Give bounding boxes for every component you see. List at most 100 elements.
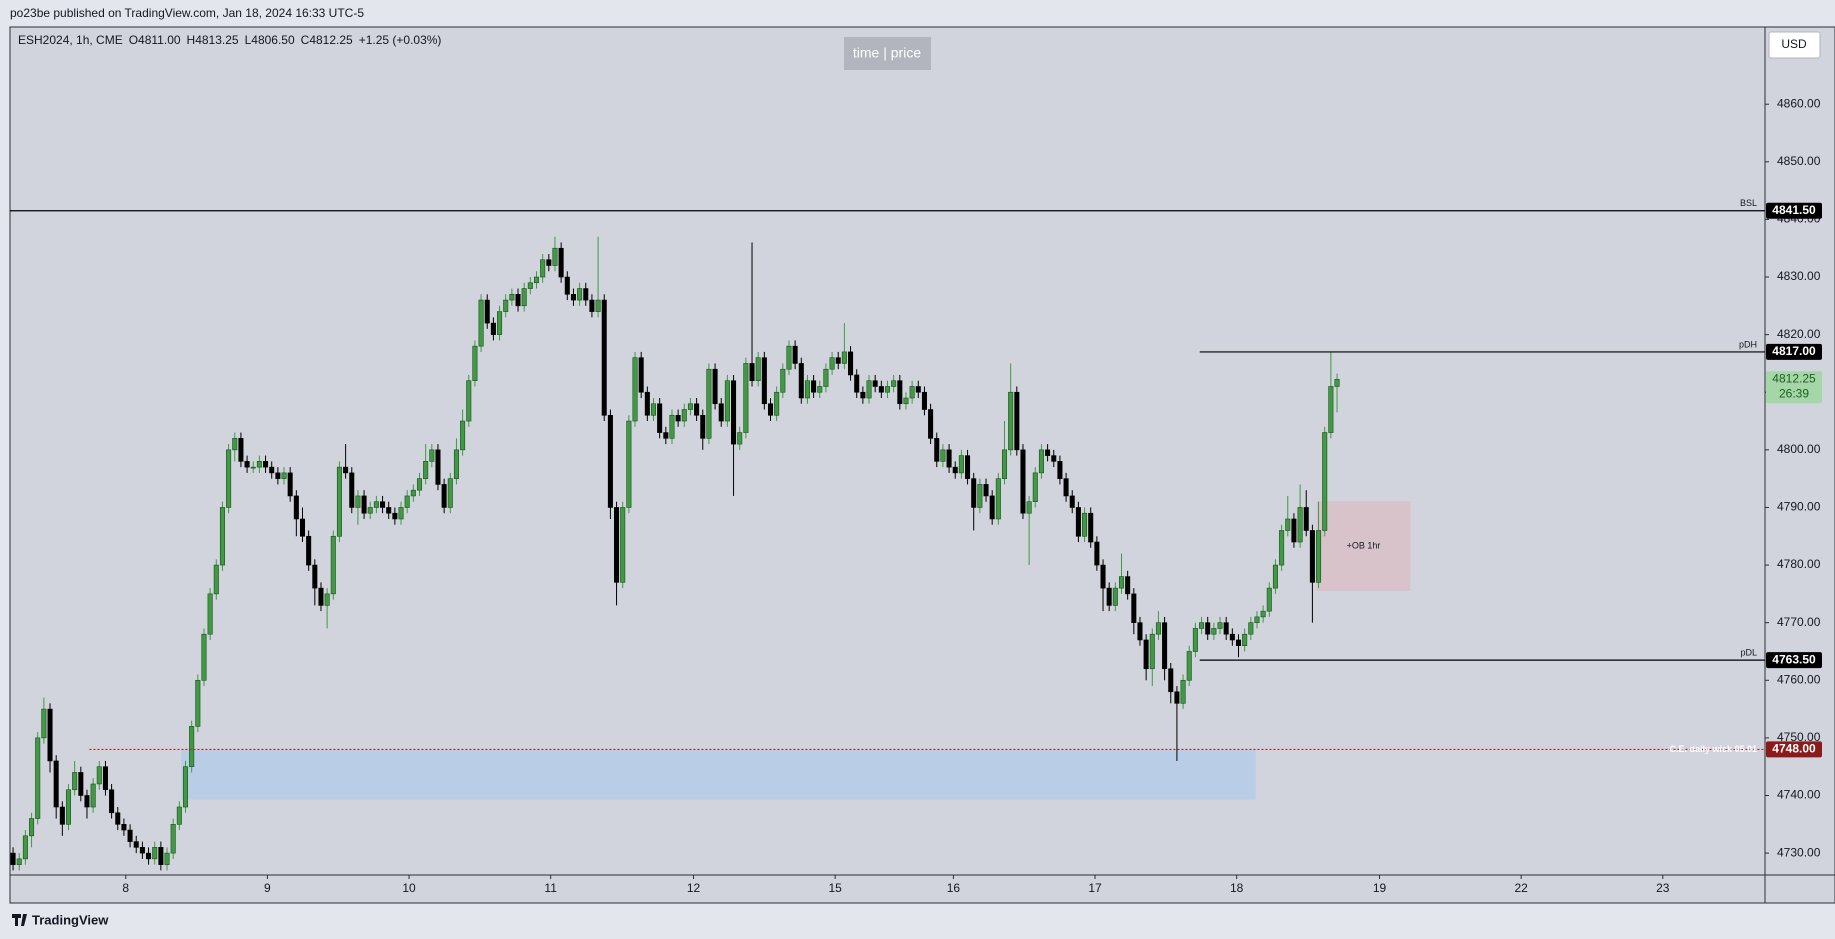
y-tick-label: 4750.00 xyxy=(1777,730,1821,744)
legend-change: +1.25 (+0.03%) xyxy=(359,33,442,47)
candle-body xyxy=(59,806,65,825)
level-tag xyxy=(1766,343,1822,360)
level-name: pDL xyxy=(1740,647,1757,657)
candle-body xyxy=(989,495,995,520)
candle-body xyxy=(164,852,170,865)
candle-body xyxy=(1149,633,1155,670)
candle-body xyxy=(1131,593,1137,623)
candle-body xyxy=(1026,501,1032,514)
candle-body xyxy=(133,841,139,848)
candle-body xyxy=(1192,628,1198,652)
last-price-label: 4812.25 xyxy=(1772,371,1816,385)
candle-body xyxy=(1180,679,1186,704)
candle-body xyxy=(146,852,152,860)
candle-body xyxy=(47,708,53,762)
candle-body xyxy=(96,766,102,785)
candle-body xyxy=(767,403,774,416)
candle-body xyxy=(361,495,367,514)
candle-body xyxy=(1082,512,1088,537)
candle-body xyxy=(349,472,355,508)
candle-body xyxy=(201,633,207,681)
candle-body xyxy=(312,564,318,589)
candle-body xyxy=(958,455,964,474)
candle-body xyxy=(1057,461,1063,479)
legend-high: H4813.25 xyxy=(187,33,239,47)
candle-body xyxy=(1279,530,1285,566)
candle-body xyxy=(638,357,644,393)
candle-body xyxy=(281,472,287,479)
candle-body xyxy=(423,461,429,479)
candle-body xyxy=(355,495,361,508)
candle-body xyxy=(1020,449,1026,514)
candle-body xyxy=(755,357,761,382)
candle-body xyxy=(318,587,324,606)
candle-body xyxy=(1303,507,1309,531)
candle-body xyxy=(687,403,693,410)
candle-body xyxy=(102,766,108,791)
plot-border xyxy=(9,26,1835,904)
candle-body xyxy=(22,835,28,860)
candle-body xyxy=(983,484,989,497)
candle-body xyxy=(977,484,983,508)
candle-body xyxy=(835,357,841,364)
legend-open: O4811.00 xyxy=(129,33,181,47)
candle-body xyxy=(804,380,810,399)
candle-body xyxy=(614,507,620,583)
candle-body xyxy=(410,489,416,497)
candle-body xyxy=(718,403,724,422)
candle-body xyxy=(527,282,533,289)
candle-body xyxy=(669,414,675,439)
x-tick-label: 23 xyxy=(1656,881,1670,895)
candle-body xyxy=(1014,391,1020,451)
y-tick-label: 4860.00 xyxy=(1777,96,1821,110)
candle-body xyxy=(731,380,737,445)
candle-body xyxy=(10,852,16,865)
x-tick-label: 10 xyxy=(402,881,416,895)
candle-body xyxy=(109,789,115,814)
candle-body xyxy=(447,478,453,508)
y-tick-label: 4790.00 xyxy=(1777,500,1821,514)
candle-body xyxy=(878,386,884,393)
candle-body xyxy=(798,363,804,399)
candle-body xyxy=(1155,622,1161,635)
candle-body xyxy=(774,391,780,416)
candle-body xyxy=(897,380,903,405)
candle-body xyxy=(139,847,145,854)
currency-box[interactable] xyxy=(1768,31,1821,59)
candle-body xyxy=(570,294,576,301)
x-tick-label: 8 xyxy=(122,881,129,895)
candle-body xyxy=(681,409,687,422)
level-tag-label: 4841.50 xyxy=(1772,203,1816,217)
candle-body xyxy=(152,847,158,860)
candle-body xyxy=(29,818,35,837)
candle-body xyxy=(386,507,392,514)
candle-body xyxy=(1186,651,1192,681)
candle-body xyxy=(1069,495,1075,508)
candle-body xyxy=(915,386,921,393)
x-tick-label: 16 xyxy=(947,881,961,895)
candle-body xyxy=(490,322,496,335)
y-tick-label: 4830.00 xyxy=(1777,269,1821,283)
candle-body xyxy=(484,299,490,324)
candle-body xyxy=(1235,639,1242,647)
candle-body xyxy=(1112,587,1118,606)
candle-body xyxy=(1205,622,1211,635)
candle-body xyxy=(497,311,503,335)
candle-body xyxy=(521,288,527,307)
brand: TradingView xyxy=(32,912,109,927)
candle-body xyxy=(1316,530,1322,583)
candle-body xyxy=(694,403,700,416)
candle-body xyxy=(854,374,860,393)
symbol-legend: ESH2024, 1h, CME O4811.00 H4813.25 L4806.50… xyxy=(18,33,441,47)
candle-body xyxy=(1217,622,1223,629)
candle-body xyxy=(1297,507,1303,543)
candle-body xyxy=(712,368,718,405)
candle-body xyxy=(1162,622,1168,670)
candle-body xyxy=(1211,628,1217,635)
candle-body xyxy=(540,259,546,278)
candle-body xyxy=(675,414,681,422)
countdown: 26:39 xyxy=(1779,386,1809,400)
level-tag xyxy=(1766,202,1822,219)
level-tag-label: 4817.00 xyxy=(1772,344,1816,358)
candle-body xyxy=(1309,530,1315,583)
